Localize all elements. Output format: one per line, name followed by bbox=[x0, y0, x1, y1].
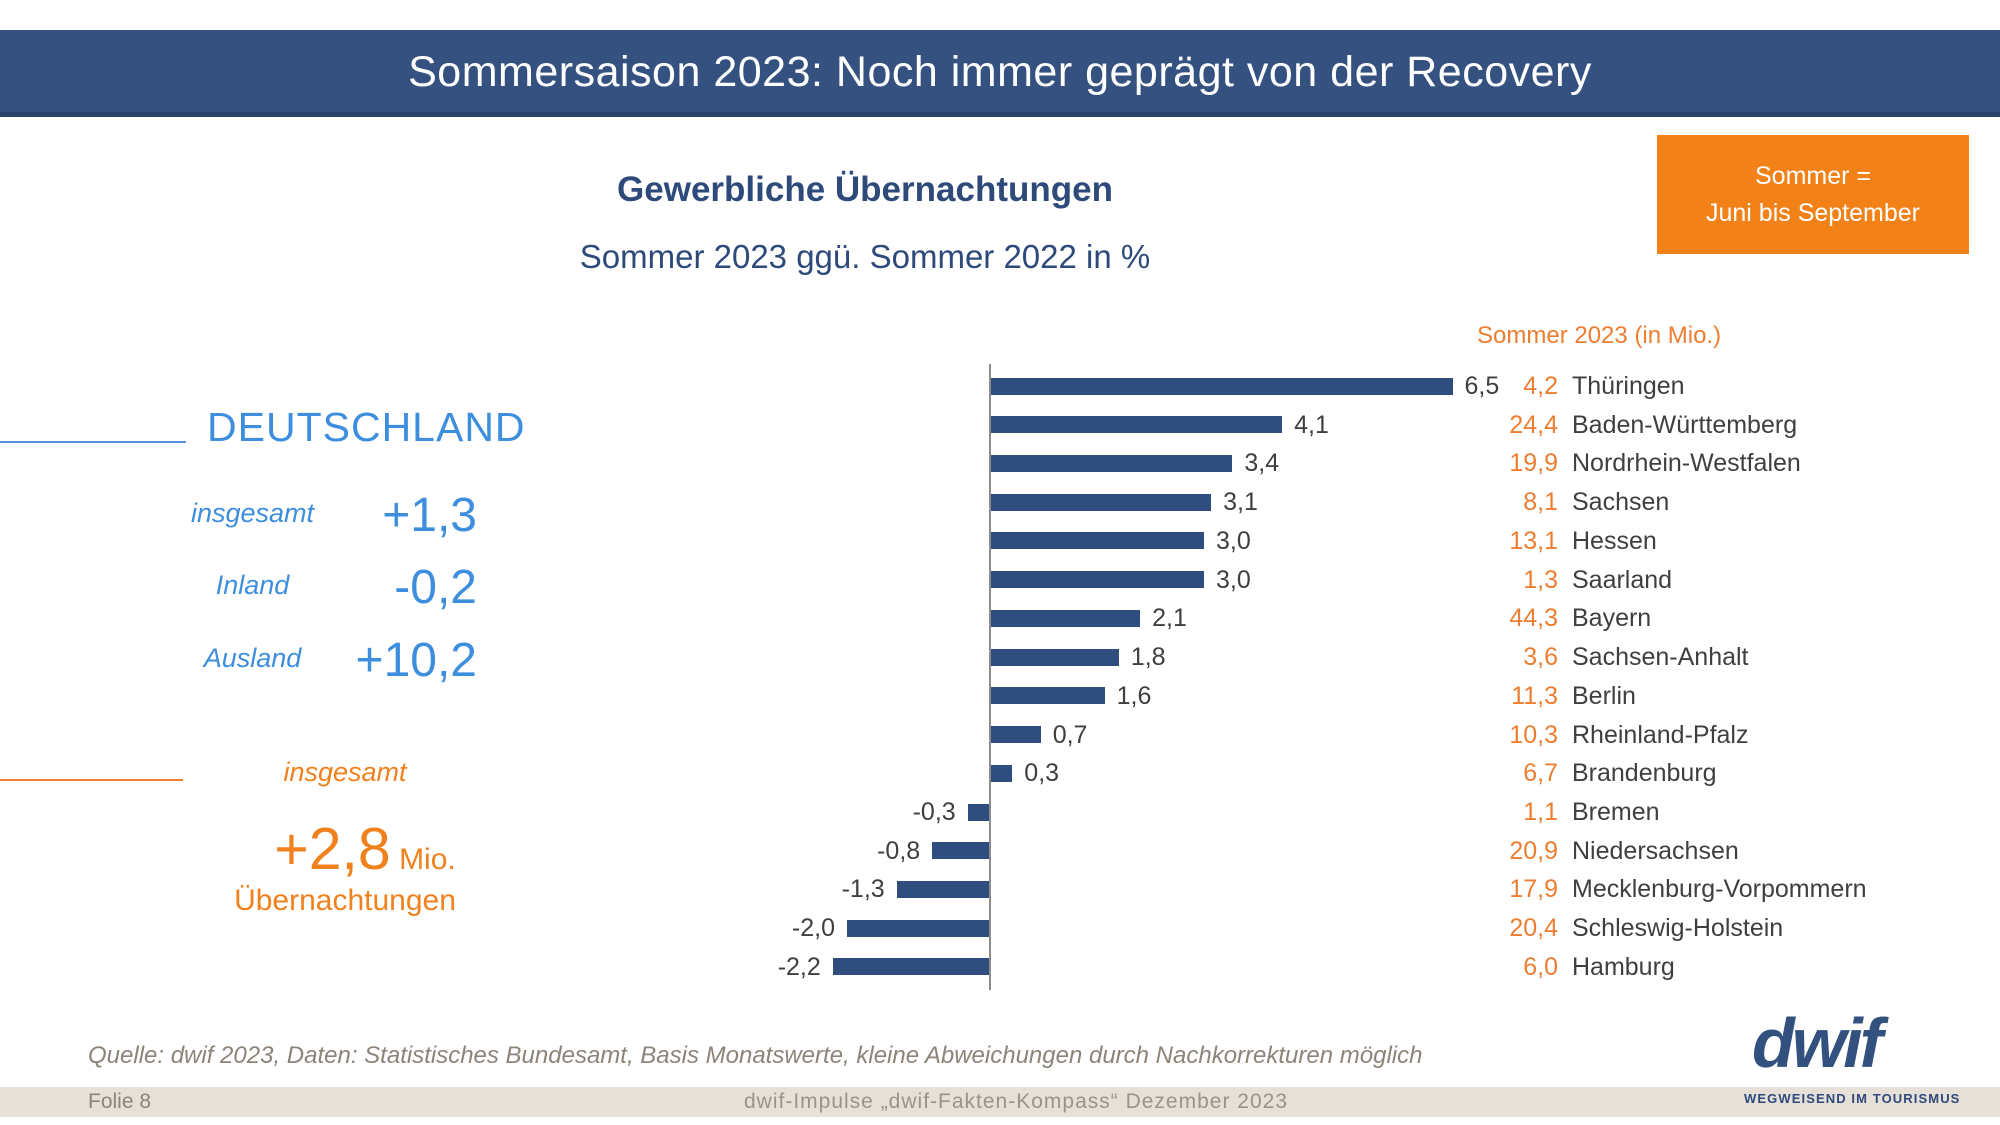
bundesland-name: Bremen bbox=[1572, 798, 1660, 827]
nights-mio-value: 20,4 bbox=[1509, 914, 1558, 943]
column-header-sommer-2023-mio: Sommer 2023 (in Mio.) bbox=[1477, 322, 1722, 349]
bar-value-label: -2,0 bbox=[791, 914, 835, 943]
chart-bar bbox=[991, 454, 1233, 472]
stat-label-inland: Inland bbox=[215, 570, 290, 600]
bar-value-label: 3,4 bbox=[1244, 449, 1280, 478]
nights-mio-value: 4,2 bbox=[1523, 372, 1558, 400]
bar-value-label: 0,3 bbox=[1024, 759, 1060, 788]
bar-value-label: 6,5 bbox=[1464, 372, 1500, 400]
chart-bar bbox=[896, 880, 989, 898]
nights-mio-value: 10,3 bbox=[1509, 720, 1558, 749]
bundesland-name: Brandenburg bbox=[1572, 759, 1717, 788]
chart-bar bbox=[991, 687, 1105, 705]
bar-value-label: -0,8 bbox=[877, 836, 921, 865]
nights-mio-value: 1,3 bbox=[1523, 565, 1558, 594]
header-bar: Sommersaison 2023: Noch immer geprägt vo… bbox=[0, 30, 2000, 117]
stat-value-insgesamt: +1,3 bbox=[382, 489, 477, 542]
chart-bar bbox=[991, 532, 1204, 550]
total-unit: Mio. bbox=[390, 843, 456, 876]
total-value: +2,8 bbox=[274, 816, 391, 882]
footer-publication: dwif-Impulse „dwif-Fakten-Kompass“ Dezem… bbox=[743, 1090, 1288, 1113]
total-caption: Übernachtungen bbox=[234, 884, 456, 917]
bundesland-name: Nordrhein-Westfalen bbox=[1572, 449, 1801, 478]
nights-mio-value: 1,1 bbox=[1523, 798, 1558, 827]
nights-mio-value: 20,9 bbox=[1509, 836, 1558, 865]
chart-subtitle: Sommer 2023 ggü. Sommer 2022 in % bbox=[579, 238, 1151, 275]
total-label: insgesamt bbox=[283, 757, 407, 787]
footer-bar bbox=[0, 1087, 2000, 1117]
nights-mio-value: 44,3 bbox=[1509, 604, 1558, 633]
bundesland-name: Sachsen-Anhalt bbox=[1572, 643, 1749, 672]
total-value-row: +2,8 Mio. bbox=[150, 820, 580, 879]
bundesland-name: Sachsen bbox=[1572, 488, 1670, 517]
bar-value-label: -2,2 bbox=[777, 952, 821, 981]
nights-mio-value: 3,6 bbox=[1523, 643, 1558, 672]
bar-value-label: 4,1 bbox=[1294, 410, 1329, 439]
bar-value-label: 0,7 bbox=[1052, 720, 1088, 749]
bundesland-name: Hessen bbox=[1572, 526, 1657, 555]
bundesland-name: Schleswig-Holstein bbox=[1572, 914, 1784, 943]
nights-mio-value: 13,1 bbox=[1509, 526, 1558, 555]
stat-value-ausland: +10,2 bbox=[355, 634, 477, 687]
nights-mio-value: 6,7 bbox=[1523, 759, 1558, 788]
nights-mio-value: 17,9 bbox=[1509, 875, 1558, 904]
bundesland-name: Thüringen bbox=[1572, 372, 1685, 400]
stat-label-insgesamt: insgesamt bbox=[190, 498, 315, 528]
bar-value-label: 3,0 bbox=[1216, 526, 1251, 555]
orange-divider-line bbox=[0, 779, 183, 781]
bar-value-label: -0,3 bbox=[912, 798, 956, 827]
chart-axis-line bbox=[989, 364, 991, 990]
bar-value-label: 3,0 bbox=[1216, 565, 1251, 594]
chart-bar bbox=[991, 377, 1453, 395]
nights-mio-value: 24,4 bbox=[1509, 410, 1558, 439]
germany-heading: DEUTSCHLAND bbox=[207, 404, 526, 450]
slide-title: Sommersaison 2023: Noch immer geprägt vo… bbox=[408, 48, 1592, 96]
stat-value-inland: -0,2 bbox=[394, 561, 477, 614]
bar-value-label: 2,1 bbox=[1152, 604, 1187, 633]
nights-mio-value: 19,9 bbox=[1509, 449, 1558, 478]
bar-value-label: 1,8 bbox=[1130, 643, 1166, 672]
bundesland-name: Mecklenburg-Vorpommern bbox=[1572, 875, 1867, 904]
blue-divider-line bbox=[0, 441, 186, 443]
bar-value-label: 3,1 bbox=[1223, 488, 1258, 517]
bundesland-name: Berlin bbox=[1572, 681, 1636, 710]
dwif-logo-tagline: WEGWEISEND IM TOURISMUS bbox=[1744, 1091, 1961, 1106]
bundesland-name: Hamburg bbox=[1572, 952, 1675, 981]
footer-slide-number: Folie 8 bbox=[88, 1090, 152, 1113]
chart-bar bbox=[991, 648, 1119, 666]
bundesland-name: Bayern bbox=[1572, 604, 1652, 633]
nights-mio-value: 8,1 bbox=[1523, 488, 1558, 517]
bundesland-name: Baden-Württemberg bbox=[1572, 410, 1798, 439]
chart-bar bbox=[832, 958, 989, 976]
nights-mio-value: 6,0 bbox=[1523, 952, 1558, 981]
chart-title: Gewerbliche Übernachtungen bbox=[617, 170, 1113, 209]
chart-bar bbox=[991, 609, 1141, 627]
chart-bar bbox=[932, 842, 989, 860]
chart-bar bbox=[991, 764, 1013, 782]
chart-bar bbox=[991, 571, 1204, 589]
stat-label-ausland: Ausland bbox=[203, 643, 302, 673]
source-note: Quelle: dwif 2023, Daten: Statistisches … bbox=[88, 1042, 1423, 1069]
bar-value-label: 1,6 bbox=[1116, 681, 1152, 710]
chart-bar bbox=[847, 919, 989, 937]
summer-definition-line1: Sommer = bbox=[1754, 162, 1871, 191]
chart-bar bbox=[991, 416, 1283, 434]
chart-bar bbox=[991, 493, 1212, 511]
bundesland-name: Niedersachsen bbox=[1572, 836, 1739, 865]
bundesland-name: Saarland bbox=[1572, 565, 1673, 594]
dwif-logo: dwif bbox=[1752, 1004, 1883, 1082]
bundesland-name: Rheinland-Pfalz bbox=[1572, 720, 1749, 749]
chart-bar bbox=[967, 803, 989, 821]
summer-definition-line2: Juni bis September bbox=[1705, 198, 1920, 227]
summer-definition-box: Sommer = Juni bis September bbox=[1657, 135, 1969, 254]
chart-bar bbox=[991, 726, 1041, 744]
bar-value-label: -1,3 bbox=[841, 875, 885, 904]
nights-mio-value: 11,3 bbox=[1511, 681, 1558, 710]
